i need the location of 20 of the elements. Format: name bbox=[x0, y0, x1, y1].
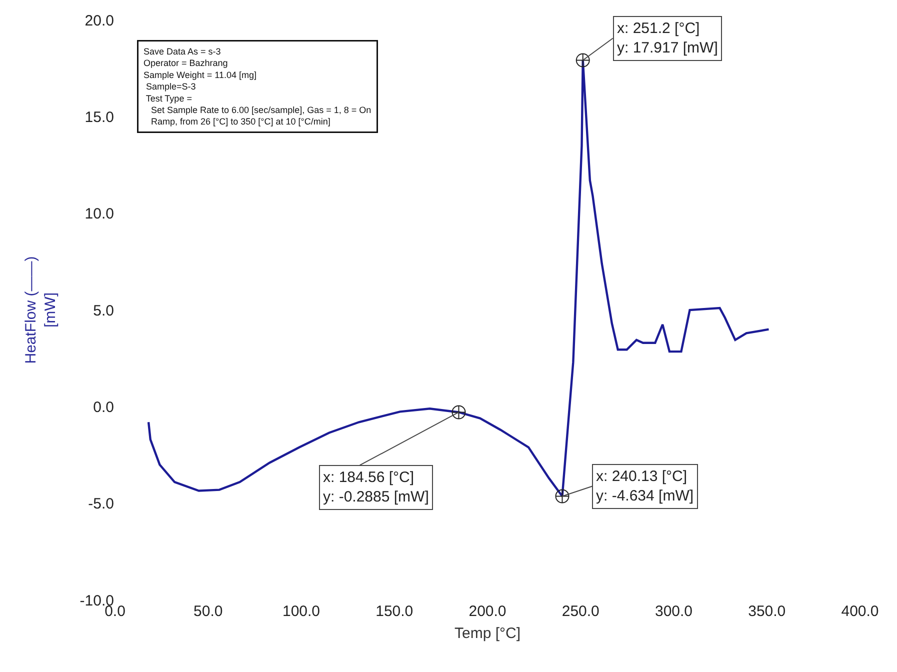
y-tick-label: -5.0 bbox=[88, 496, 114, 513]
x-tick-label: 50.0 bbox=[194, 603, 223, 620]
y-tick-label: 15.0 bbox=[84, 108, 114, 126]
y-tick-label: 0.0 bbox=[93, 398, 114, 416]
annotation: x: 240.13 [°C] y: -4.634 [mW] bbox=[596, 468, 694, 504]
annotation: x: 184.56 [°C] y: -0.2885 [mW] bbox=[323, 469, 429, 506]
y-tick-label: 10.0 bbox=[84, 206, 114, 223]
x-tick-label: 200.0 bbox=[468, 603, 506, 620]
x-tick-label: 100.0 bbox=[282, 603, 320, 620]
x-tick-label: 400.0 bbox=[841, 603, 879, 620]
y-axis-title: HeatFlow (——) [mW] bbox=[22, 256, 60, 364]
annotation: Save Data As = s-3 Operator = Bazhrang Sample Weight = 11.04 [mg] Sample=S-3 Test Type = Set Sample Rate to 6.00 [sec/sample], Gas = 1, 8 = On Ramp, from 26 [°C] to 350 [°C] at 10 [°C/min] bbox=[144, 46, 372, 127]
y-tick-label: 5.0 bbox=[93, 302, 114, 320]
x-tick-label: 250.0 bbox=[562, 603, 600, 620]
x-tick-label: 300.0 bbox=[654, 603, 693, 620]
x-tick-label: 150.0 bbox=[376, 603, 414, 620]
x-axis-title: Temp [°C] bbox=[454, 625, 521, 642]
y-tick-label: 20.0 bbox=[84, 12, 114, 30]
x-tick-label: 350.0 bbox=[748, 603, 786, 620]
annotation: x: 251.2 [°C] y: 17.917 [mW] bbox=[617, 20, 718, 56]
